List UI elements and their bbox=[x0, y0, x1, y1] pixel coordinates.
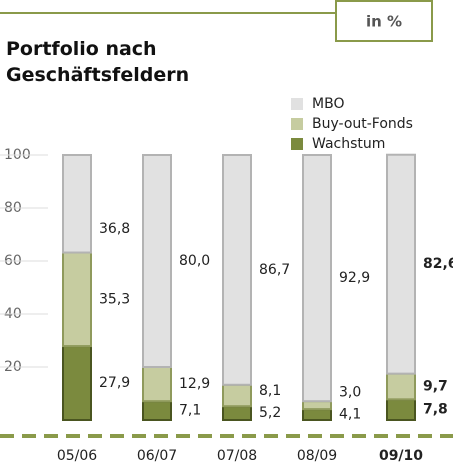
value-label: 5,2 bbox=[259, 405, 281, 421]
legend-swatch bbox=[291, 118, 303, 130]
value-label: 35,3 bbox=[99, 291, 130, 307]
legend-swatch bbox=[291, 138, 303, 150]
x-tick-label: 07/08 bbox=[217, 448, 257, 464]
bar-segment bbox=[142, 400, 172, 421]
bar-segment bbox=[386, 153, 416, 375]
bar-segment bbox=[142, 366, 172, 403]
x-tick-label: 06/07 bbox=[137, 448, 177, 464]
bar-segment bbox=[222, 405, 252, 422]
unit-box bbox=[335, 0, 433, 42]
value-label: 12,9 bbox=[179, 376, 210, 392]
value-label: 82,6 bbox=[423, 256, 453, 272]
value-label: 9,7 bbox=[423, 378, 448, 394]
value-label: 86,7 bbox=[259, 262, 290, 278]
bar-segment bbox=[386, 398, 416, 421]
value-label: 80,0 bbox=[179, 253, 210, 269]
bar-segment bbox=[62, 154, 92, 254]
value-label: 3,0 bbox=[339, 385, 361, 401]
bar-segment bbox=[62, 345, 92, 421]
bar-segment bbox=[62, 251, 92, 348]
bar-segment bbox=[142, 154, 172, 368]
legend-label: Wachstum bbox=[312, 136, 385, 152]
bar-segment bbox=[302, 154, 332, 403]
value-label: 92,9 bbox=[339, 270, 370, 286]
value-label: 8,1 bbox=[259, 383, 281, 399]
value-label: 7,8 bbox=[423, 402, 448, 418]
legend-label: Buy-out-Fonds bbox=[312, 116, 413, 132]
bar-segment bbox=[386, 372, 416, 401]
value-label: 7,1 bbox=[179, 403, 201, 419]
bar-segment bbox=[302, 408, 332, 422]
x-tick-label: 09/10 bbox=[379, 448, 423, 464]
value-label: 4,1 bbox=[339, 407, 361, 423]
bar-segment bbox=[222, 154, 252, 386]
chart-title: Portfolio nach Geschäftsfeldern bbox=[6, 38, 190, 86]
x-tick-label: 08/09 bbox=[297, 448, 337, 464]
x-tick-label: 05/06 bbox=[57, 448, 97, 464]
bar-segment bbox=[302, 400, 332, 411]
unit-label: in % bbox=[366, 13, 402, 31]
bar-segment bbox=[222, 383, 252, 408]
legend-label: MBO bbox=[312, 96, 344, 112]
legend-swatch bbox=[291, 98, 303, 110]
value-label: 27,9 bbox=[99, 375, 130, 391]
value-label: 36,8 bbox=[99, 221, 130, 237]
